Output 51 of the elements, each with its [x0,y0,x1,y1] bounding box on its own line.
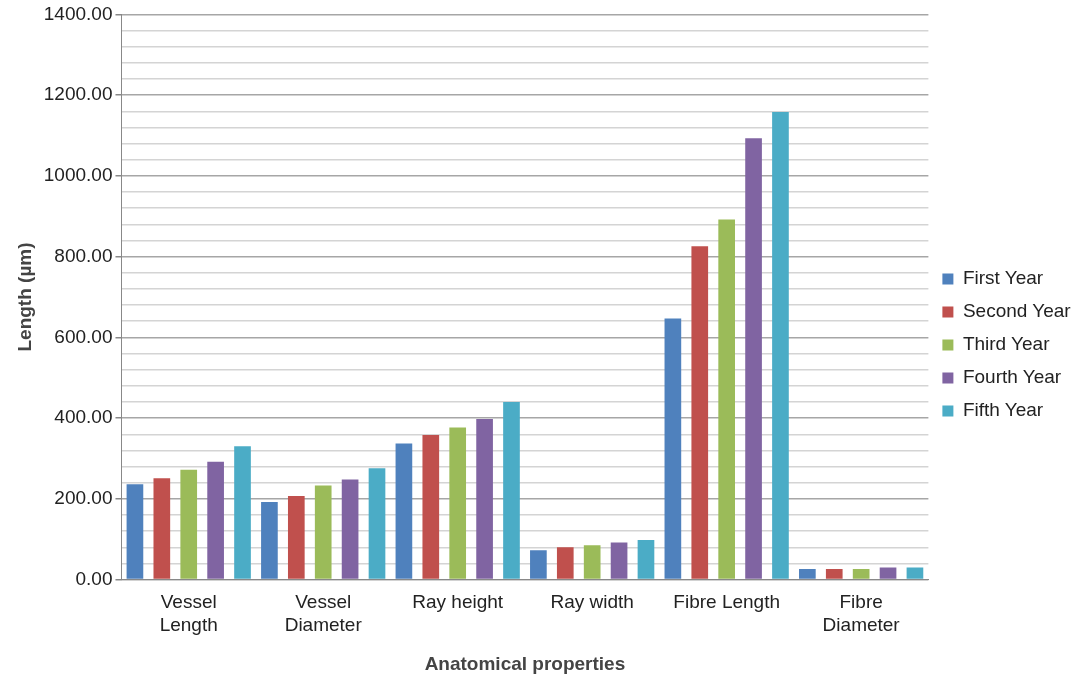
bar [745,138,762,579]
legend-label: Fourth Year [962,366,1062,388]
bar [341,479,359,579]
bar [476,418,493,579]
bar [906,567,924,579]
bar [825,569,843,579]
bar [287,496,305,579]
legend-label: Second Year [962,300,1072,322]
bar [772,112,789,579]
bar [180,469,198,579]
bar [503,401,520,579]
bar [879,567,897,579]
bar [610,542,628,579]
y-tick-label: 400.00 [54,406,113,428]
x-tick-label: Fibre Diameter [822,591,901,636]
x-axis-title: Anatomical properties [424,652,626,674]
bar [718,219,735,579]
bar [261,502,278,579]
y-tick-label: 600.00 [54,325,113,347]
y-tick-label: 1400.00 [43,2,113,24]
bar [422,435,440,579]
bar [852,569,870,579]
x-tick-label: Ray height [412,591,504,613]
y-tick-label: 1200.00 [43,83,113,105]
bar [449,427,467,579]
bar [207,461,224,579]
bar [126,484,144,579]
bar [368,468,386,579]
legend-label: First Year [962,267,1044,289]
x-tick-label: Ray width [550,591,634,613]
y-tick-label: 1000.00 [43,164,113,186]
y-tick-label: 800.00 [54,244,113,266]
bar [395,443,413,579]
bar [314,485,332,579]
bar [153,478,171,579]
bar [583,545,601,579]
legend-label: Third Year [962,333,1051,355]
y-axis-title: Length (µm) [13,242,35,352]
bar [530,550,547,579]
bar [664,318,682,579]
x-tick-label: Vessel Length [159,591,218,636]
bar [691,246,709,579]
legend-label: Fifth Year [962,399,1044,421]
y-tick-label: 0.00 [75,567,113,589]
x-tick-label: Vessel Diameter [284,591,363,636]
x-tick-label: Fibre Length [673,591,781,613]
bar [637,540,655,579]
y-tick-label: 200.00 [54,487,113,509]
bar [799,569,816,579]
bar [556,547,574,579]
bar [234,446,251,579]
